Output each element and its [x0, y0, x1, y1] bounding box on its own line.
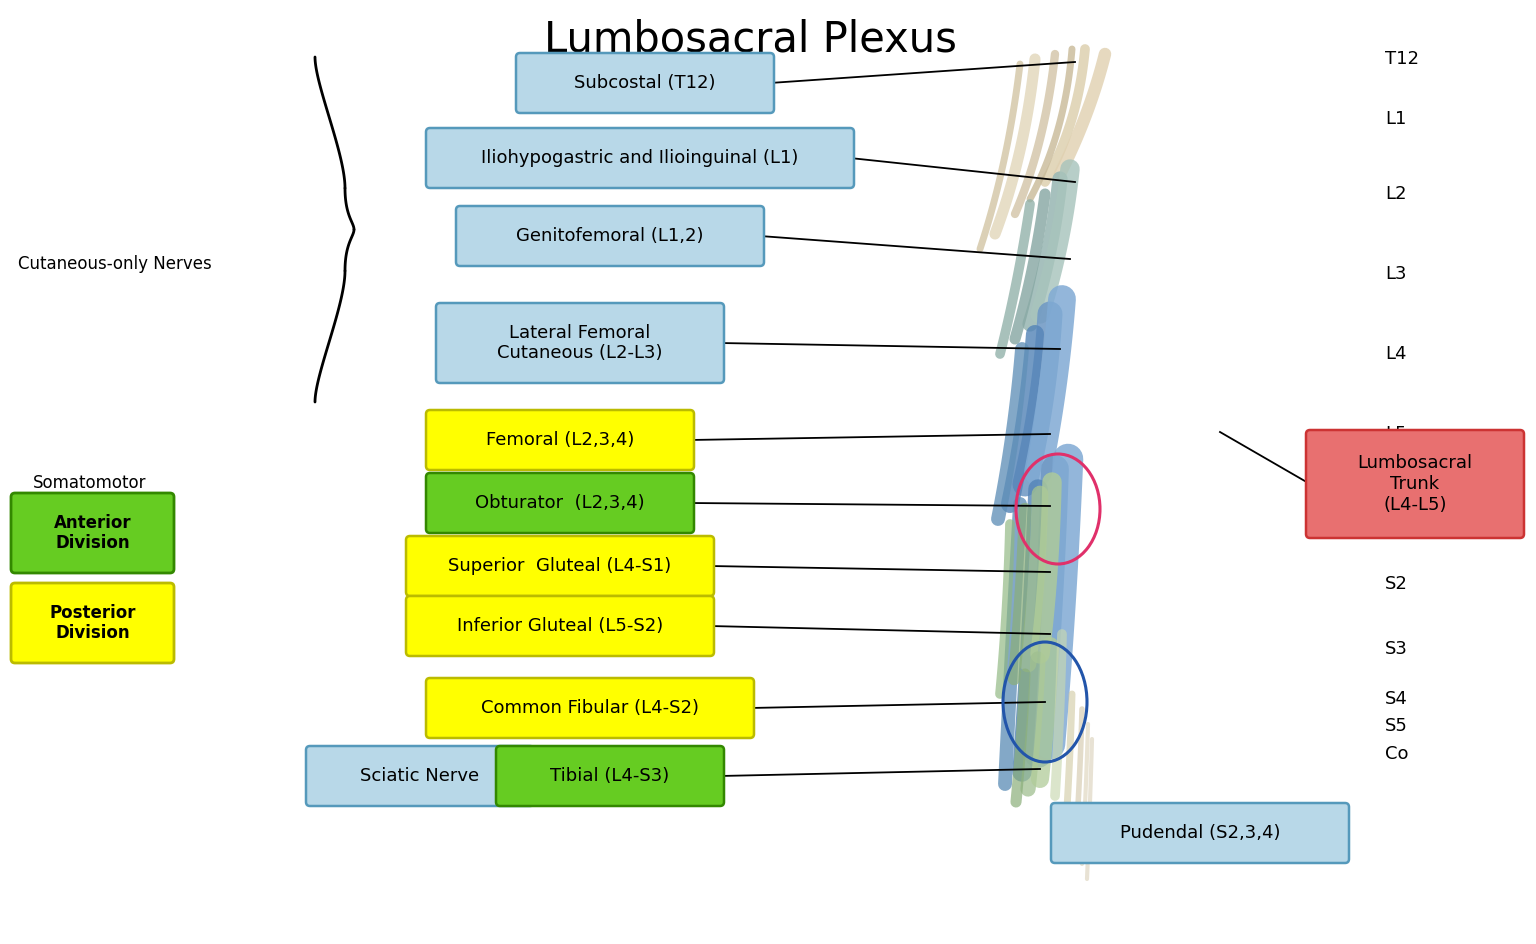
Text: Common Fibular (L4-S2): Common Fibular (L4-S2)	[481, 699, 699, 717]
Text: T12: T12	[1385, 50, 1419, 68]
Text: S5: S5	[1385, 717, 1409, 735]
Text: Subcostal (T12): Subcostal (T12)	[574, 74, 716, 92]
Text: Anterior
Division: Anterior Division	[54, 514, 131, 552]
Text: S2: S2	[1385, 575, 1409, 593]
Text: Co: Co	[1385, 745, 1409, 763]
FancyBboxPatch shape	[406, 596, 714, 656]
FancyBboxPatch shape	[11, 493, 174, 573]
Text: Somatomotor
Divisions:: Somatomotor Divisions:	[34, 474, 147, 513]
Text: Iliohypogastric and Ilioinguinal (L1): Iliohypogastric and Ilioinguinal (L1)	[481, 149, 799, 167]
Text: Pudendal (S2,3,4): Pudendal (S2,3,4)	[1120, 824, 1279, 842]
FancyBboxPatch shape	[1306, 430, 1524, 538]
Text: L5: L5	[1385, 425, 1407, 443]
Text: S4: S4	[1385, 690, 1409, 708]
FancyBboxPatch shape	[11, 583, 174, 663]
Text: L4: L4	[1385, 345, 1407, 363]
Text: Cutaneous-only Nerves: Cutaneous-only Nerves	[18, 255, 212, 273]
Text: L1: L1	[1385, 110, 1407, 128]
FancyBboxPatch shape	[425, 678, 754, 738]
FancyBboxPatch shape	[425, 473, 694, 533]
Text: Lumbosacral Plexus: Lumbosacral Plexus	[544, 19, 957, 61]
Text: L2: L2	[1385, 185, 1407, 203]
Text: Lateral Femoral
Cutaneous (L2-L3): Lateral Femoral Cutaneous (L2-L3)	[498, 324, 662, 362]
Text: S1: S1	[1385, 500, 1409, 518]
FancyBboxPatch shape	[456, 206, 763, 266]
FancyBboxPatch shape	[425, 128, 854, 188]
Text: Obturator  (L2,3,4): Obturator (L2,3,4)	[475, 494, 645, 512]
Text: Sciatic Nerve: Sciatic Nerve	[361, 767, 479, 785]
Text: S3: S3	[1385, 640, 1409, 658]
FancyBboxPatch shape	[406, 536, 714, 596]
Text: L3: L3	[1385, 265, 1407, 283]
Text: Tibial (L4-S3): Tibial (L4-S3)	[550, 767, 670, 785]
FancyBboxPatch shape	[436, 303, 723, 383]
FancyBboxPatch shape	[1051, 803, 1349, 863]
FancyBboxPatch shape	[306, 746, 535, 806]
FancyBboxPatch shape	[516, 53, 774, 113]
FancyBboxPatch shape	[496, 746, 723, 806]
Text: Lumbosacral
Trunk
(L4-L5): Lumbosacral Trunk (L4-L5)	[1358, 454, 1473, 514]
Text: Superior  Gluteal (L4-S1): Superior Gluteal (L4-S1)	[449, 557, 671, 575]
Text: Inferior Gluteal (L5-S2): Inferior Gluteal (L5-S2)	[456, 617, 664, 635]
Text: Posterior
Division: Posterior Division	[49, 603, 135, 643]
Text: Femoral (L2,3,4): Femoral (L2,3,4)	[485, 431, 634, 449]
FancyBboxPatch shape	[425, 410, 694, 470]
Text: Genitofemoral (L1,2): Genitofemoral (L1,2)	[516, 227, 703, 245]
